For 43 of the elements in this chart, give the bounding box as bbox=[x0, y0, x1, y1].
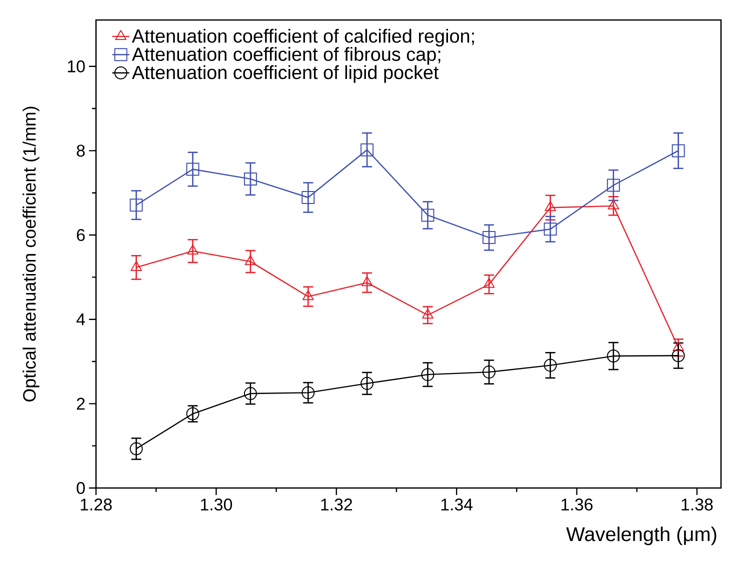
point bbox=[421, 368, 434, 382]
point bbox=[361, 276, 373, 286]
y-axis-title: Optical attenuation coefficient (1/mm) bbox=[22, 106, 40, 402]
point bbox=[130, 442, 143, 456]
point bbox=[672, 144, 685, 158]
legend-label: Attenuation coefficient of calcified region; bbox=[132, 28, 474, 46]
x-tick-label: 1.28 bbox=[80, 498, 112, 511]
point bbox=[544, 358, 557, 372]
x-tick-label: 1.34 bbox=[441, 498, 473, 511]
point bbox=[482, 366, 496, 379]
legend-label: Attenuation coefficient of lipid pocket bbox=[132, 65, 439, 83]
point bbox=[606, 178, 620, 192]
x-tick-label: 1.36 bbox=[562, 498, 593, 511]
x-tick-label: 1.32 bbox=[321, 498, 352, 511]
x-axis-title: Wavelength (μm) bbox=[566, 526, 716, 546]
point bbox=[130, 260, 142, 271]
point bbox=[482, 231, 496, 244]
point bbox=[302, 290, 314, 300]
point bbox=[130, 198, 143, 212]
x-tick-label: 1.30 bbox=[201, 498, 232, 511]
point bbox=[360, 376, 374, 390]
point bbox=[186, 162, 200, 176]
point bbox=[187, 244, 198, 255]
point bbox=[608, 199, 620, 210]
y-tick-label: 4 bbox=[76, 314, 85, 326]
point bbox=[421, 208, 434, 222]
point bbox=[302, 191, 315, 204]
y-tick-label: 10 bbox=[68, 60, 85, 72]
point bbox=[606, 350, 620, 363]
y-tick-label: 2 bbox=[76, 398, 85, 410]
y-tick-label: 0 bbox=[76, 482, 85, 494]
point bbox=[244, 255, 256, 266]
point bbox=[244, 172, 257, 186]
point bbox=[544, 222, 557, 236]
point bbox=[483, 278, 495, 288]
y-tick-label: 8 bbox=[76, 144, 85, 157]
legend-label: Attenuation coefficient of fibrous cap; bbox=[132, 47, 440, 65]
point bbox=[244, 387, 257, 400]
point bbox=[360, 143, 374, 156]
point bbox=[544, 201, 556, 212]
point bbox=[302, 386, 315, 400]
y-tick-label: 6 bbox=[76, 229, 85, 242]
x-tick-label: 1.38 bbox=[682, 498, 713, 511]
